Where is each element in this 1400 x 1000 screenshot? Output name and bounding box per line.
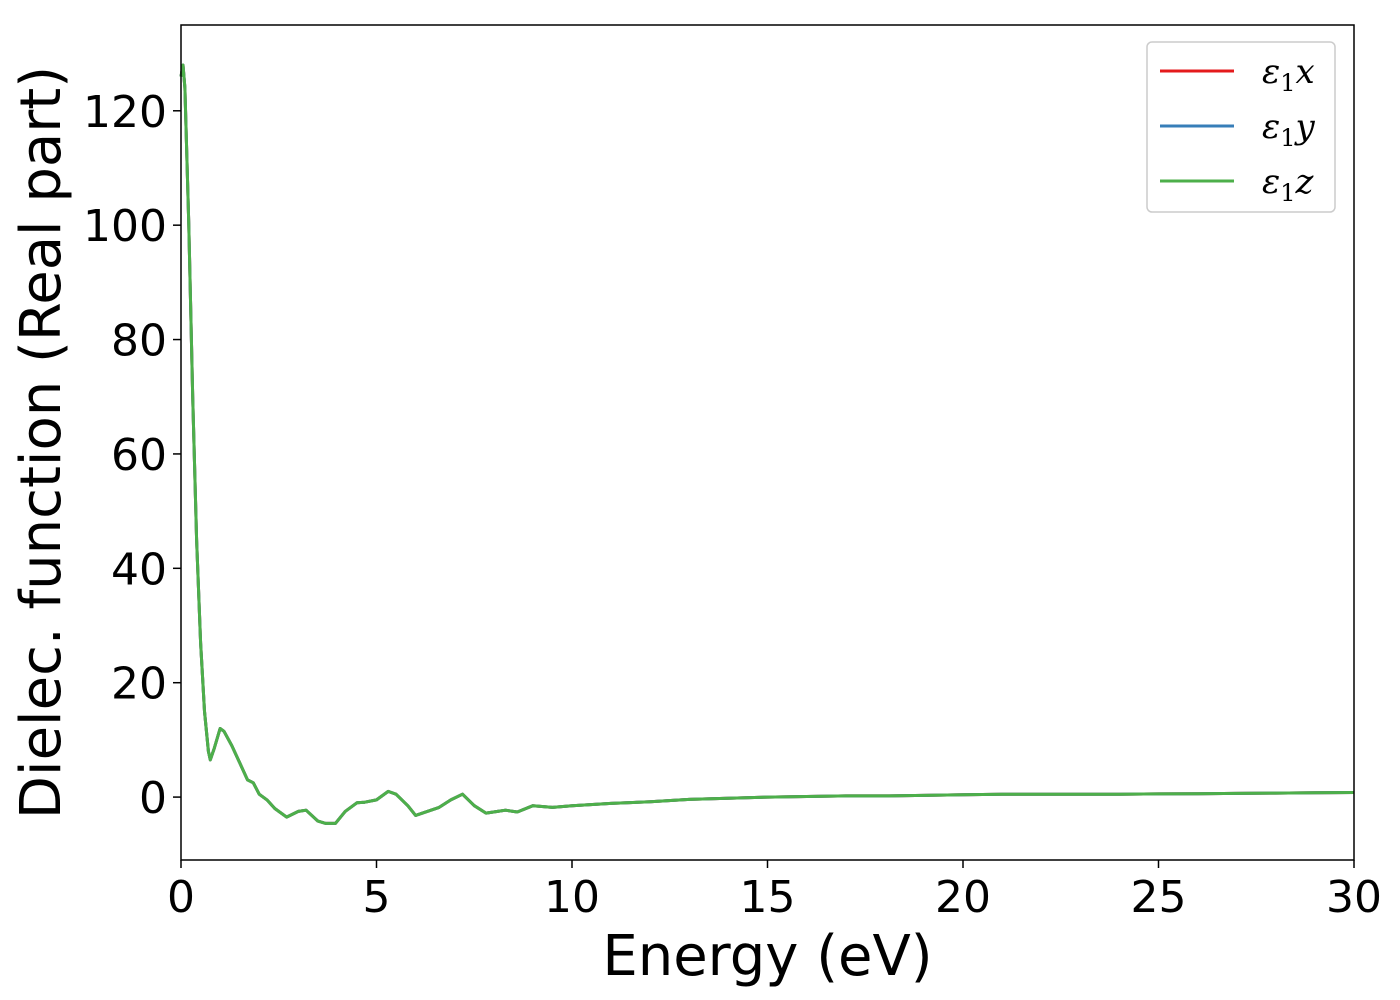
y-tick-label: 40	[111, 544, 167, 595]
legend-label-y: ε1y	[1262, 107, 1316, 152]
x-tick-label: 15	[740, 872, 796, 923]
y-tick-label: 100	[83, 201, 167, 252]
legend: ε1x ε1y ε1z	[1146, 41, 1336, 213]
y-tick-label: 20	[111, 659, 167, 710]
legend-label-z: ε1z	[1262, 162, 1315, 207]
ticks-layer: 0 5 10 15 20 25 30 0 20 40 60 80 100 120	[83, 87, 1382, 923]
series-line-z	[179, 63, 1355, 825]
y-axis-title: Dielec. function (Real part)	[9, 66, 74, 819]
x-axis-title: Energy (eV)	[602, 924, 932, 989]
x-tick-label: 20	[935, 872, 991, 923]
legend-label-x: ε1x	[1262, 52, 1315, 97]
y-tick-label: 80	[111, 316, 167, 367]
x-tick-label: 10	[544, 872, 600, 923]
legend-box	[1146, 41, 1336, 213]
x-tick-label: 30	[1326, 872, 1382, 923]
x-tick-label: 25	[1131, 872, 1187, 923]
x-tick-label: 5	[363, 872, 391, 923]
y-tick-label: 120	[83, 87, 167, 138]
series-layer	[179, 63, 1355, 825]
y-tick-label: 60	[111, 430, 167, 481]
y-tick-label: 0	[139, 773, 167, 824]
x-tick-label: 0	[167, 872, 195, 923]
